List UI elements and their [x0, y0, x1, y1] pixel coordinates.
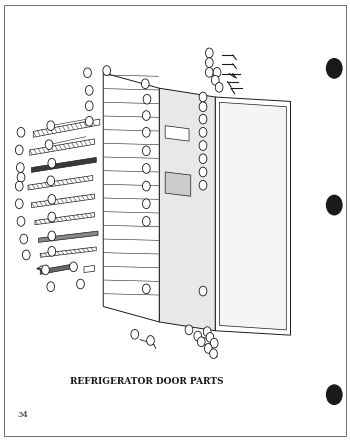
Polygon shape — [30, 139, 94, 155]
Polygon shape — [103, 73, 159, 322]
Circle shape — [84, 68, 91, 78]
Circle shape — [15, 181, 23, 191]
Circle shape — [215, 82, 223, 92]
Circle shape — [16, 163, 24, 172]
Circle shape — [204, 344, 212, 353]
Circle shape — [199, 154, 207, 164]
Polygon shape — [159, 88, 215, 331]
Circle shape — [142, 164, 150, 173]
Circle shape — [205, 67, 213, 77]
Circle shape — [17, 172, 25, 182]
Polygon shape — [33, 119, 100, 137]
Circle shape — [211, 75, 219, 85]
Circle shape — [20, 234, 28, 244]
Polygon shape — [32, 157, 96, 172]
Text: 34: 34 — [17, 411, 28, 419]
Circle shape — [142, 146, 150, 156]
Circle shape — [205, 58, 213, 67]
Circle shape — [199, 102, 207, 112]
Circle shape — [142, 111, 150, 120]
Circle shape — [85, 86, 93, 95]
Polygon shape — [84, 265, 95, 273]
Polygon shape — [219, 102, 286, 330]
Circle shape — [48, 212, 56, 222]
Circle shape — [199, 180, 207, 190]
Circle shape — [147, 336, 154, 345]
Circle shape — [42, 265, 49, 275]
Circle shape — [199, 127, 207, 137]
Circle shape — [199, 92, 207, 102]
Polygon shape — [35, 213, 94, 225]
Circle shape — [197, 337, 205, 347]
Circle shape — [77, 279, 84, 289]
Circle shape — [199, 141, 207, 150]
Circle shape — [48, 194, 56, 204]
Circle shape — [48, 231, 56, 241]
Circle shape — [47, 282, 55, 292]
Polygon shape — [40, 265, 70, 274]
Circle shape — [141, 79, 149, 89]
Polygon shape — [38, 231, 98, 243]
Circle shape — [199, 286, 207, 296]
Polygon shape — [215, 97, 290, 335]
Circle shape — [142, 127, 150, 137]
Circle shape — [47, 176, 55, 186]
Circle shape — [85, 101, 93, 111]
Circle shape — [327, 195, 342, 215]
Polygon shape — [165, 126, 189, 141]
Circle shape — [142, 199, 150, 209]
Circle shape — [194, 331, 202, 341]
Circle shape — [205, 48, 213, 58]
Circle shape — [142, 181, 150, 191]
Polygon shape — [40, 247, 96, 257]
Circle shape — [142, 284, 150, 294]
Circle shape — [70, 262, 77, 272]
Circle shape — [48, 158, 56, 168]
Polygon shape — [32, 194, 94, 208]
Circle shape — [143, 94, 151, 104]
Circle shape — [203, 327, 211, 336]
Circle shape — [17, 127, 25, 137]
Circle shape — [210, 338, 218, 348]
Circle shape — [48, 247, 56, 256]
Circle shape — [45, 140, 53, 149]
Polygon shape — [28, 176, 93, 190]
Circle shape — [142, 217, 150, 226]
Circle shape — [327, 385, 342, 404]
Circle shape — [47, 121, 55, 131]
Circle shape — [185, 325, 193, 335]
Circle shape — [15, 199, 23, 209]
Circle shape — [15, 145, 23, 155]
Circle shape — [213, 67, 221, 77]
Circle shape — [131, 329, 139, 339]
Circle shape — [103, 66, 111, 75]
Circle shape — [327, 59, 342, 78]
Circle shape — [17, 217, 25, 226]
Circle shape — [199, 167, 207, 177]
Circle shape — [206, 333, 214, 342]
Circle shape — [199, 114, 207, 124]
Circle shape — [210, 349, 217, 359]
Text: REFRIGERATOR DOOR PARTS: REFRIGERATOR DOOR PARTS — [70, 377, 224, 386]
Polygon shape — [165, 172, 191, 196]
Circle shape — [22, 250, 30, 260]
Circle shape — [85, 116, 93, 126]
